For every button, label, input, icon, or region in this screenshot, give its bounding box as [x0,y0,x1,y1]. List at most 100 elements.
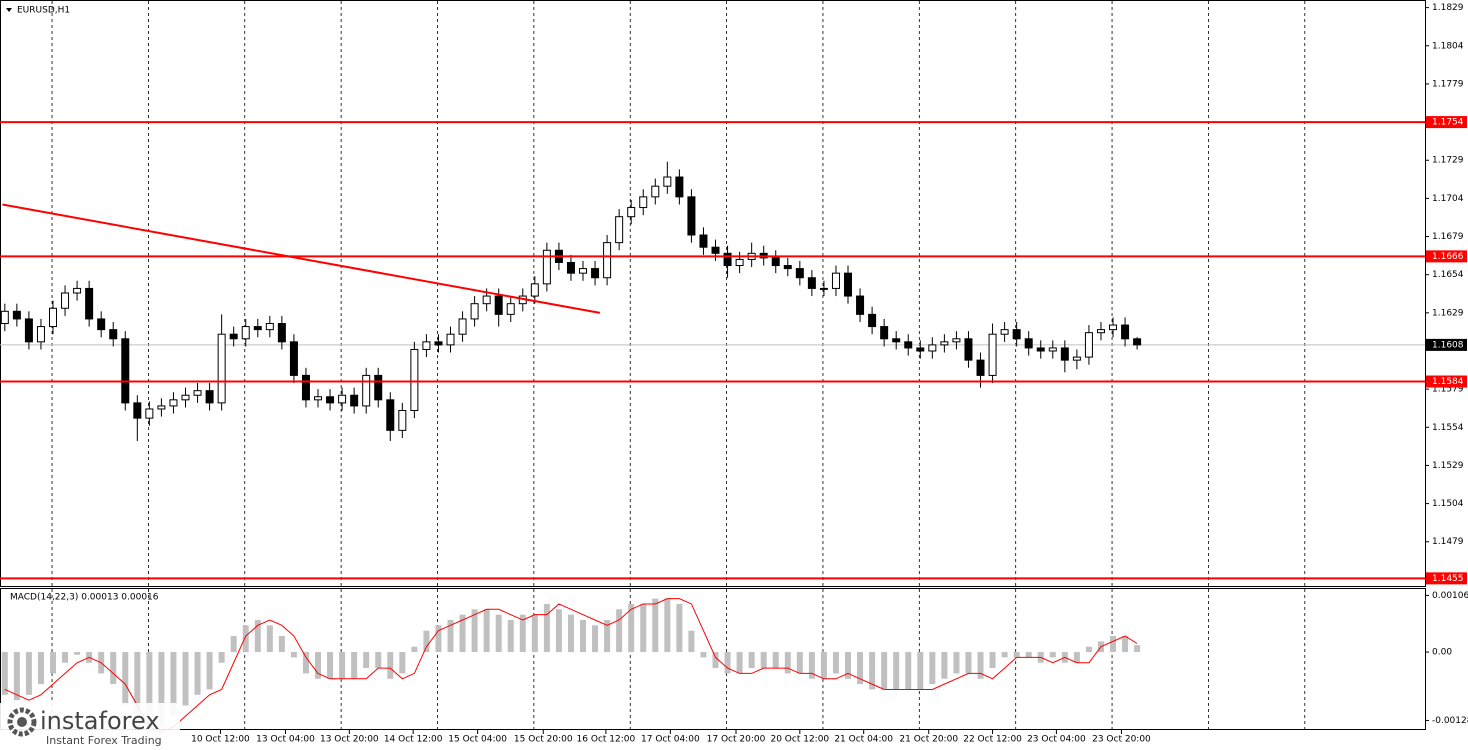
macd-bar [736,652,743,674]
macd-bar [929,652,936,685]
candle-body [482,295,491,305]
macd-bar [37,652,44,685]
macd-bar [640,603,647,653]
x-tick-label: 20 Oct 12:00 [770,735,829,745]
level-label: 1.1754 [1432,118,1464,128]
candle-body [831,272,840,289]
candle-body [181,394,190,401]
candle-body [241,326,250,340]
macd-bar [278,636,285,653]
candle-body [807,277,816,289]
candle-body [133,402,142,419]
macd-bar [977,652,984,679]
candle-body [205,390,214,404]
y-tick-label: 1.1554 [1432,423,1464,433]
macd-bar [989,652,996,669]
candle-body [109,329,118,340]
macd-bar [50,652,57,674]
macd-bar [1025,652,1032,658]
candle-body [277,323,286,343]
y-tick-label: 0.00 [1432,648,1452,658]
level-label: 1.1666 [1432,252,1464,262]
y-tick-label: 1.1729 [1432,156,1464,166]
macd-bar [266,625,273,653]
macd-bar [254,619,261,653]
candle-body [892,338,901,343]
candle-body [350,394,359,407]
candle-body [253,326,262,331]
macd-bar [459,614,466,653]
candle-body [169,399,178,407]
candle-body [663,176,672,187]
signal-line [4,598,1138,733]
candle-body [916,347,925,352]
macd-bar [664,598,671,653]
candle-body [229,333,238,340]
macd-bar [339,652,346,679]
macd-bar [375,652,382,669]
candle-body [157,405,166,410]
macd-bar [74,652,81,655]
macd-bar [122,652,129,706]
current-price-label: 1.1608 [1432,340,1464,350]
macd-bar [953,652,960,674]
candle-body [1121,324,1130,340]
macd-bar [724,652,731,674]
macd-bar [110,652,117,685]
macd-bar [628,603,635,653]
macd-bar [580,619,587,653]
macd-bar [700,652,707,658]
x-tick-label: 21 Oct 04:00 [834,735,893,745]
candle-body [49,307,58,328]
level-label-box [1426,250,1467,263]
macd-bar [1049,652,1056,658]
x-tick-label: 22 Oct 12:00 [963,735,1022,745]
candle-body [952,338,961,343]
x-tick-label: 23 Oct 20:00 [1092,735,1151,745]
x-tick-label: 16 Oct 12:00 [577,735,636,745]
macd-bar [760,652,767,669]
chart-title: EURUSD,H1 [17,6,70,16]
macd-bar [351,652,358,679]
menu-arrow [6,8,12,12]
candle-body [398,410,407,431]
candle-body [928,344,937,352]
macd-bar [182,652,189,706]
macd-bar [857,652,864,685]
macd-bar [25,652,32,695]
macd-title: MACD(14,22,3) 0.00013 0.00016 [10,593,159,603]
macd-bar [808,652,815,679]
macd-bar [941,652,948,679]
macd-bar [363,652,370,669]
y-tick-label: 1.1829 [1432,3,1464,13]
macd-bar [965,652,972,674]
macd-bar [832,652,839,674]
macd-bar [242,625,249,653]
candle-body [591,268,600,279]
candle-body [976,359,985,376]
macd-bar [170,652,177,717]
macd-bar [1110,636,1117,653]
candle-body [1036,347,1045,352]
y-tick-label: 1.1529 [1432,461,1464,471]
macd-bar [784,652,791,674]
candle-body [964,338,973,361]
macd-bar [290,652,297,658]
candle-body [627,207,636,218]
macd-bar [748,652,755,669]
price-pane [0,0,1426,587]
y-tick-label: 1.1704 [1432,194,1464,204]
candle-body [1024,338,1033,349]
candle-body [868,313,877,328]
candle-body [422,341,431,350]
candle-body [783,265,792,270]
macd-bar [158,652,165,727]
candle-body [530,283,539,297]
level-label-box [1426,375,1467,388]
candle-body [61,292,70,309]
candle-body [603,242,612,279]
candle-body [410,348,419,412]
candle-body [12,310,21,320]
x-tick-label: 17 Oct 20:00 [707,735,766,745]
